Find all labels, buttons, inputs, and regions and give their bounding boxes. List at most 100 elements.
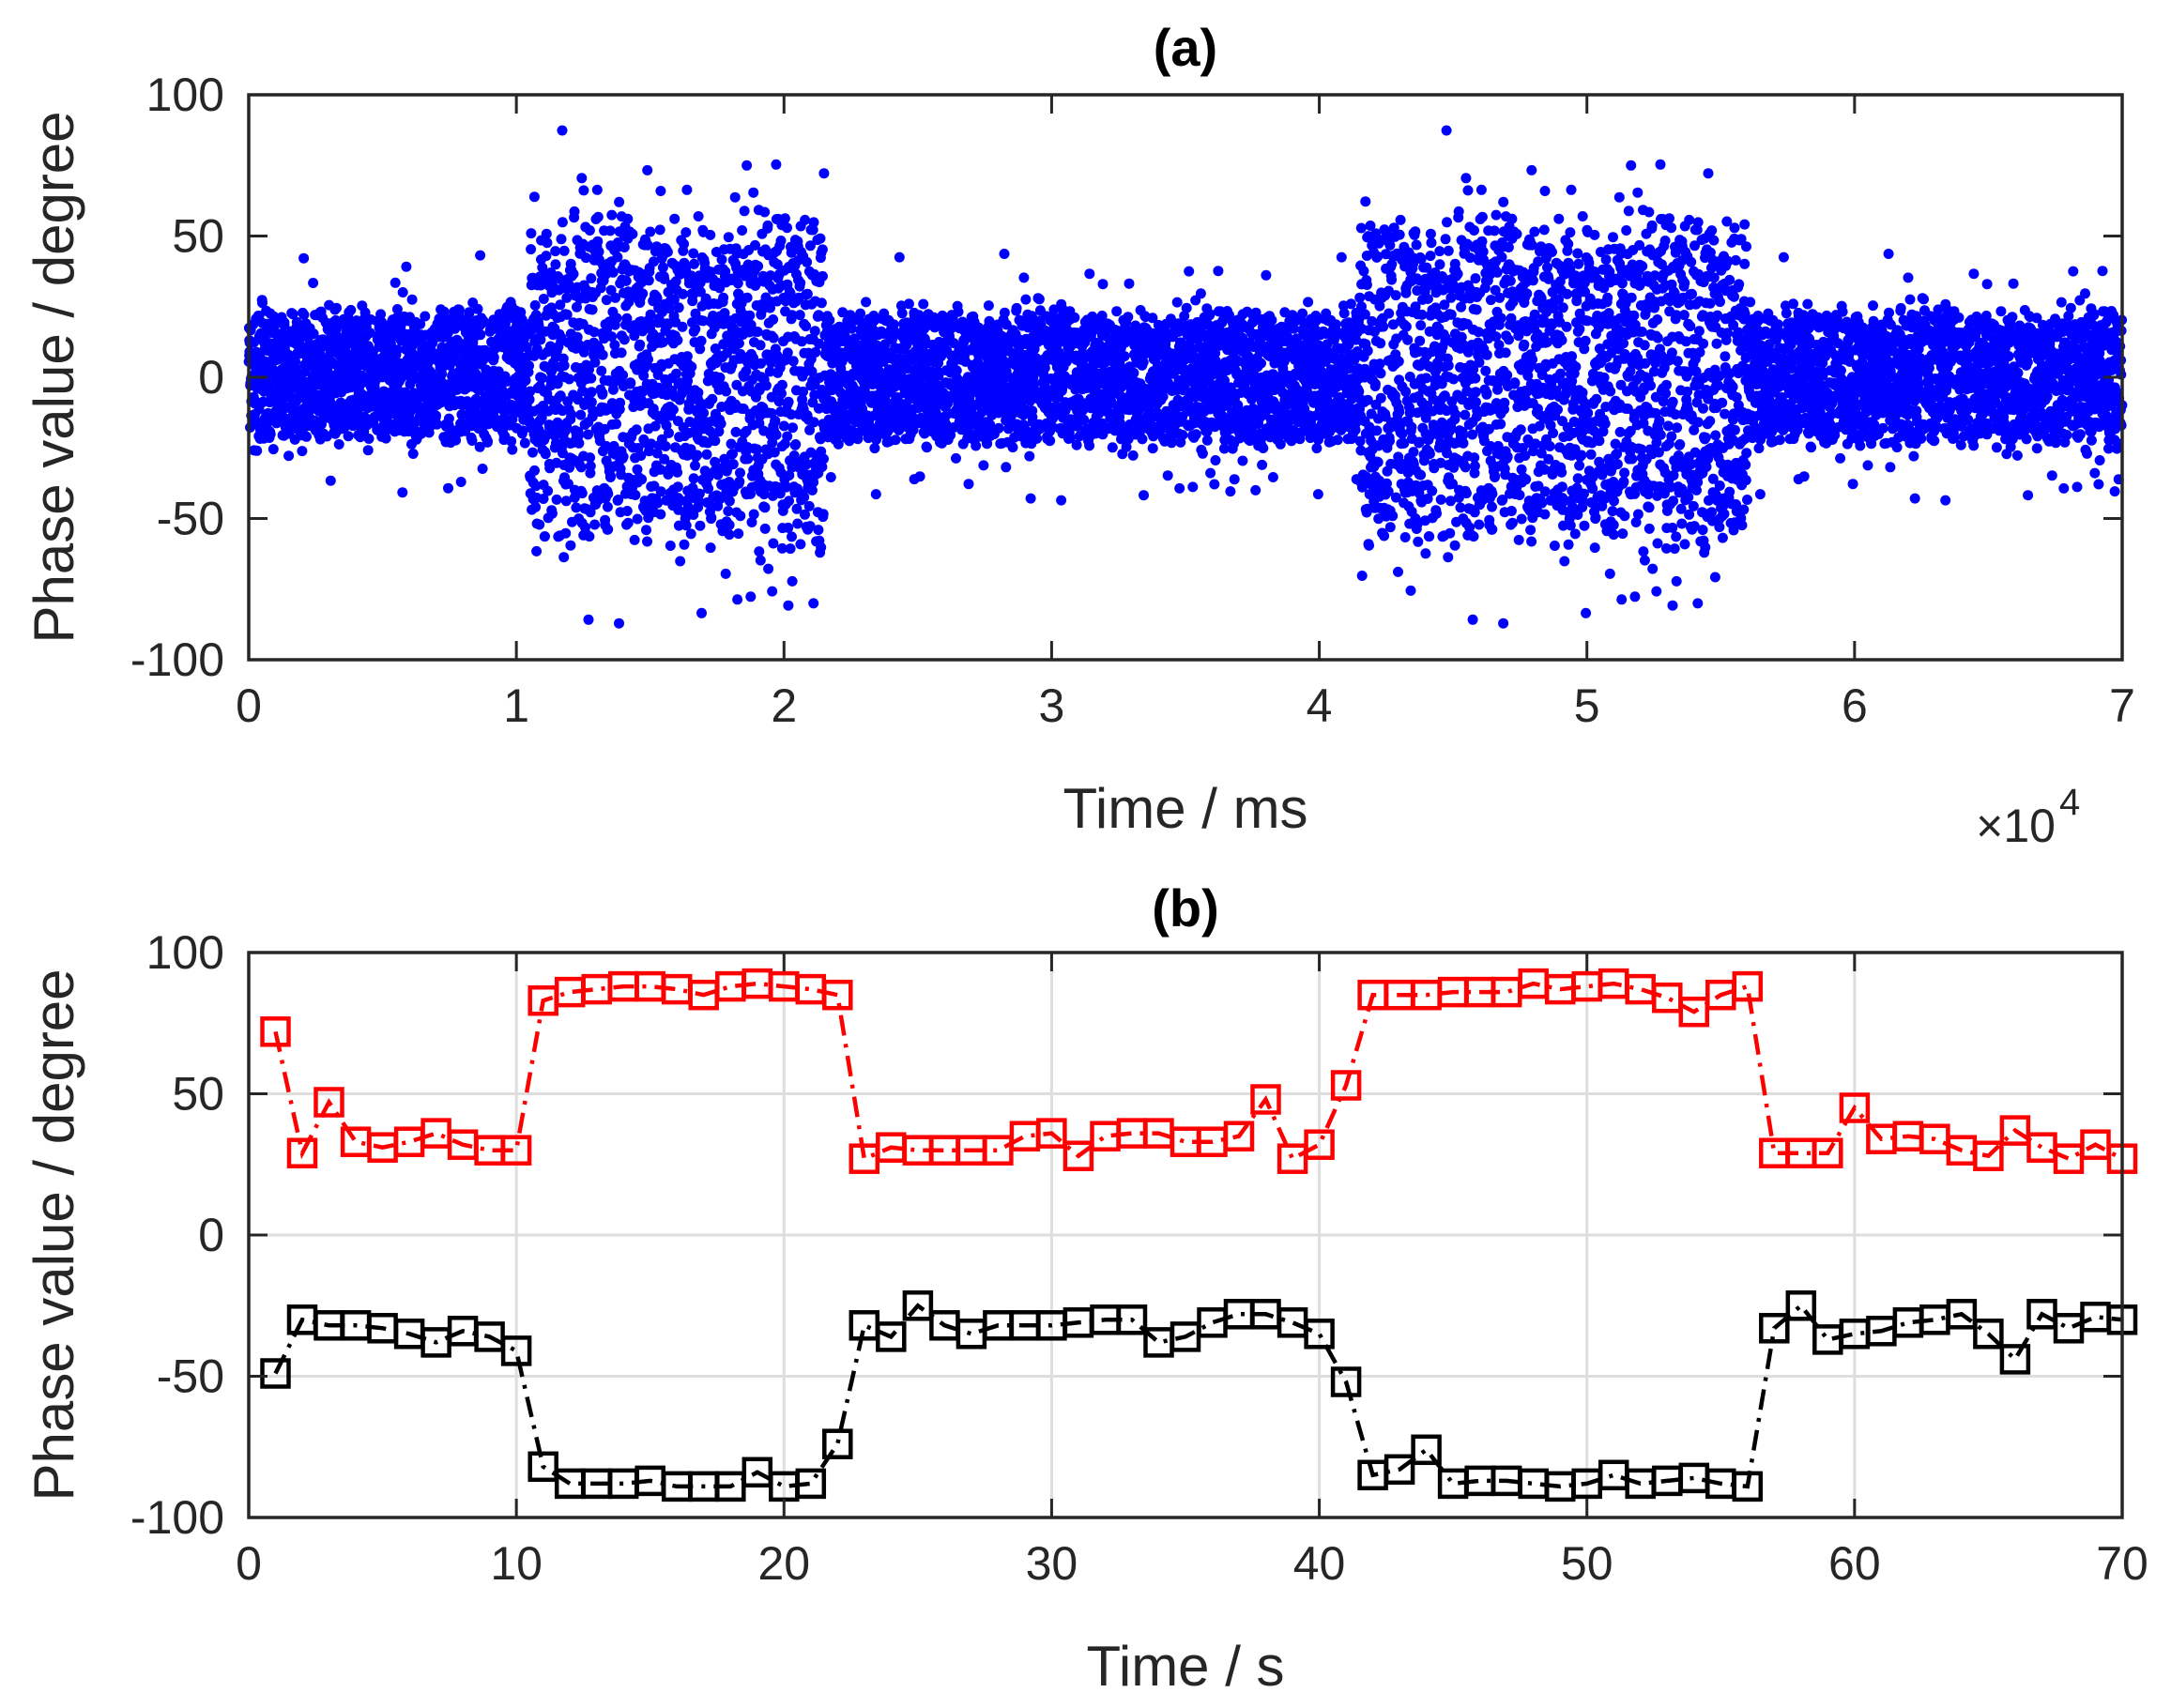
panel-a-scatter-point — [795, 539, 806, 550]
panel-a-scatter-point — [771, 429, 782, 440]
panel-a-scatter-points — [243, 125, 2128, 629]
panel-a-scatter-point — [591, 184, 603, 195]
panel-a-scatter-point — [466, 435, 478, 446]
panel-a-scatter-point — [1166, 437, 1177, 449]
panel-a-scatter-point — [397, 287, 408, 297]
panel-a-scatter-point — [301, 431, 312, 442]
panel-a-scatter-point — [619, 334, 630, 345]
panel-a-scatter-point — [611, 419, 621, 430]
panel-a-scatter-point — [710, 435, 721, 447]
panel-a-scatter-point — [550, 259, 561, 270]
panel-a-scatter-point — [903, 298, 914, 310]
panel-a-scatter-point — [268, 444, 279, 455]
panel-a-scatter-point — [659, 453, 670, 465]
panel-a-scatter-point — [431, 410, 441, 421]
panel-a-scatter-point — [401, 261, 412, 272]
panel-a-scatter-point — [1097, 279, 1108, 290]
panel-a-scatter-point — [1266, 314, 1277, 326]
panel-a-scatter-point — [655, 186, 666, 196]
panel-a-scatter-point — [560, 527, 572, 539]
panel-a-scatter-point — [550, 246, 561, 257]
panel-a-scatter-point — [635, 450, 647, 461]
panel-a-scatter-point — [586, 273, 597, 284]
panel-a-scatter-point — [808, 417, 819, 428]
panel-a-scatter-point — [525, 386, 536, 397]
panel-a-scatter-point — [1007, 442, 1018, 453]
panel-a-scatter-point — [252, 445, 263, 456]
panel-a-scatter-point — [592, 236, 604, 247]
panel-a-scatter-point — [606, 331, 618, 343]
panel-a-scatter-point — [375, 309, 387, 320]
panel-a-scatter-point — [482, 435, 493, 447]
panel-a-scatter-point — [716, 254, 727, 266]
panel-a-scatter-point — [584, 364, 594, 375]
panel-a-scatter-point — [601, 295, 612, 306]
panel-a-scatter-point — [701, 449, 712, 460]
panel-a-scatter-point — [606, 209, 618, 221]
panel-a-scatter-point — [742, 160, 753, 171]
panel-a-scatter-point — [593, 246, 604, 257]
panel-a-scatter-point — [527, 447, 538, 458]
panel-a-scatter-point — [1184, 266, 1195, 277]
panel-a-scatter-point — [696, 335, 707, 346]
panel-a-scatter-point — [531, 545, 543, 557]
panel-a-scatter-point — [752, 327, 763, 337]
panel-a-scatter-point — [690, 324, 701, 335]
panel-a-scatter-point — [1045, 435, 1056, 447]
panel-a-scatter-point — [748, 509, 759, 520]
panel-a-scatter-point — [621, 313, 633, 324]
panel-a-scatter-point — [390, 277, 401, 288]
panel-a-scatter-point — [627, 228, 638, 239]
panel-a-scatter-point — [1229, 474, 1240, 485]
panel-a-scatter-point — [477, 464, 488, 474]
panel-a-scatter-point — [729, 191, 741, 203]
panel-a-scatter-point — [759, 523, 771, 534]
panel-a-scatter-point — [535, 334, 546, 345]
panel-a-scatter-point — [542, 237, 553, 249]
panel-a-scatter-point — [753, 261, 764, 272]
panel-a-scatter-point — [1071, 439, 1082, 450]
panel-a-scatter-point — [265, 429, 276, 440]
panel-a-scatter-point — [894, 252, 905, 263]
panel-a-scatter-point — [601, 440, 612, 451]
panel-a-scatter-point — [325, 475, 336, 486]
panel-a-scatter-point — [818, 168, 830, 179]
panel-a-scatter-point — [641, 525, 651, 536]
panel-a-scatter-point — [645, 226, 656, 237]
panel-a-scatter-point — [724, 496, 735, 507]
panel-a-scatter-point — [1084, 268, 1095, 280]
panel-a-scatter-point — [649, 256, 659, 267]
panel-a-scatter-point — [816, 541, 827, 553]
panel-a-scatter-point — [609, 340, 620, 351]
panel-a-scatter-point — [768, 332, 779, 343]
panel-a-scatter-point — [800, 214, 811, 225]
panel-a-scatter-point — [564, 374, 574, 385]
panel-a-scatter-point — [870, 489, 881, 500]
panel-a-scatter-point — [391, 344, 403, 356]
panel-a-scatter-point — [538, 294, 549, 304]
panel-a-scatter-point — [540, 449, 551, 460]
panel-a-scatter-point — [569, 206, 580, 217]
panel-a-scatter-point — [287, 309, 298, 320]
panel-a-scatter-point — [668, 294, 680, 305]
panel-a-scatter-point — [735, 467, 745, 479]
panel-a-scatter-point — [603, 488, 614, 499]
panel-a-scatter-point — [631, 424, 642, 435]
panel-a-scatter-point — [407, 449, 419, 459]
panel-a-scatter-point — [556, 234, 567, 245]
panel-a-scatter-point — [672, 481, 683, 493]
panel-a-scatter-point — [519, 437, 530, 449]
panel-a-scatter-point — [576, 173, 588, 184]
panel-a-scatter-point — [715, 419, 726, 429]
panel-a-scatter-point — [762, 220, 773, 231]
panel-a-scatter-point — [655, 486, 666, 497]
panel-a-scatter-point — [612, 252, 623, 263]
panel-a-scatter-point — [735, 348, 746, 359]
panel-a-scatter-point — [1190, 429, 1201, 440]
panel-a-scatter-point — [345, 304, 357, 315]
panel-a-scatter-point — [783, 600, 794, 611]
panel-a-scatter-point — [1197, 448, 1208, 459]
panel-a-scatter-point — [586, 387, 597, 398]
panel-a-scatter-point — [524, 394, 535, 405]
panel-a-scatter-point — [620, 275, 632, 286]
